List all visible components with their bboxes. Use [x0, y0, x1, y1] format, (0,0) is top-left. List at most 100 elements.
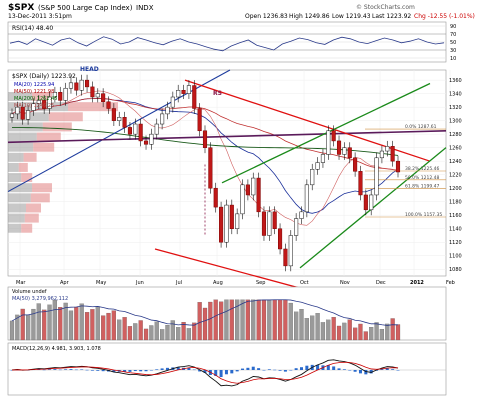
- volume-bar: [165, 324, 170, 341]
- volume-bar: [58, 307, 63, 341]
- volume-bar: [138, 320, 143, 341]
- price-tick-label: 1240: [449, 159, 462, 165]
- candle-body: [229, 204, 234, 229]
- candlesticks: [9, 74, 401, 272]
- candle-body: [315, 162, 320, 170]
- candle-body: [283, 248, 288, 267]
- candle-body: [79, 79, 84, 91]
- rsi-ticks: 90 70 50 30 10: [450, 24, 456, 62]
- volume-bar: [299, 309, 304, 341]
- volume-ma-label: MA(50) 3,279,962,112: [12, 296, 68, 302]
- candle-body: [390, 146, 395, 162]
- change-label: Chg -12.55 (-1.01%): [414, 13, 475, 20]
- vbp-bar-gray: [8, 213, 25, 223]
- volume-bar: [358, 323, 363, 341]
- macd-hist-bar: [133, 370, 137, 372]
- vbp-bar-gray: [8, 183, 32, 193]
- volume-bar: [176, 327, 181, 341]
- candle-body: [186, 85, 191, 94]
- candle-body: [122, 117, 127, 128]
- macd-hist-bar: [353, 370, 357, 372]
- volume-bar: [363, 331, 368, 341]
- candle-body: [165, 106, 170, 115]
- fib-label: 100.0% 1157.35: [405, 212, 442, 218]
- macd-hist-bar: [316, 364, 320, 370]
- volume-bar: [63, 302, 68, 341]
- macd-hist-bar: [380, 369, 384, 370]
- macd-hist-bar: [101, 370, 105, 372]
- volume-bar: [149, 325, 154, 341]
- up-channel-upper: [221, 82, 431, 184]
- price-tick-label: 1260: [449, 146, 462, 152]
- volume-bar: [84, 312, 90, 341]
- candle-body: [111, 108, 116, 121]
- candle-body: [267, 211, 272, 236]
- macd-hist-bar: [396, 370, 400, 371]
- candle-body: [95, 93, 100, 98]
- rsi-grid: [8, 25, 446, 59]
- macd-hist-bar: [391, 369, 395, 370]
- candle-body: [154, 123, 159, 135]
- price-tick-label: 1340: [449, 92, 462, 98]
- rsi-tick-label: 70: [450, 32, 456, 38]
- volume-bar: [101, 315, 106, 341]
- head-annotation: HEAD: [80, 66, 99, 73]
- vbp-bar-gray: [8, 142, 34, 152]
- rsi-label: RSI(14) 48.40: [12, 25, 53, 32]
- fib-label: 0.0% 1287.61: [405, 124, 437, 130]
- volume-bar: [283, 299, 288, 341]
- volume-bar: [310, 315, 315, 341]
- rsi-tick-label: 90: [450, 24, 456, 30]
- chart-header: $SPX (S&P 500 Large Cap Index) INDX © St…: [8, 3, 475, 20]
- volume-bar: [385, 323, 390, 341]
- candle-body: [20, 106, 25, 120]
- volume-bar: [353, 327, 358, 341]
- candle-body: [36, 100, 41, 105]
- price-tick-label: 1360: [449, 78, 462, 84]
- candle-body: [272, 211, 277, 229]
- macd-hist-bar: [278, 370, 282, 371]
- rsi-line: [9, 36, 445, 52]
- volume-bar: [240, 299, 245, 341]
- macd-hist-bar: [48, 369, 52, 370]
- price-frame: [7, 69, 447, 277]
- macd-hist-bar: [90, 370, 94, 371]
- volume-bar: [74, 306, 79, 341]
- vbp-bar-red: [21, 173, 33, 183]
- legend-ma20: MA(20) 1225.94: [14, 82, 54, 88]
- candle-body: [326, 130, 331, 155]
- macd-hist-bar: [69, 369, 73, 370]
- macd-hist-bar: [128, 370, 132, 372]
- candle-body: [63, 87, 68, 101]
- macd-hist-bar: [192, 369, 196, 371]
- watermark: © StockCharts.com: [356, 4, 415, 11]
- rsi-tick-label: 10: [450, 56, 456, 62]
- fib-label: 61.8% 1199.47: [405, 184, 439, 190]
- vbp-bar-red: [42, 122, 72, 132]
- macd-hist-bar: [155, 369, 159, 370]
- macd-hist-bar: [241, 368, 245, 370]
- volume-bar: [277, 299, 283, 341]
- volume-bars: [9, 299, 401, 341]
- candle-body: [288, 235, 293, 267]
- macd-hist-bar: [203, 370, 207, 373]
- month-label: Jul: [175, 280, 182, 286]
- price-title: $SPX (Daily) 1223.92: [12, 73, 76, 80]
- vbp-bar-gray: [8, 152, 24, 162]
- candle-body: [106, 101, 111, 109]
- price-tick-label: 1220: [449, 173, 462, 179]
- rsi-tick-label: 50: [450, 40, 456, 46]
- macd-hist-bar: [96, 370, 100, 371]
- month-label: Nov: [340, 280, 350, 286]
- candle-body: [342, 147, 347, 155]
- candle-body: [101, 93, 106, 102]
- volume-bar: [197, 302, 202, 341]
- macd-hist-bar: [251, 366, 255, 370]
- price-tick-label: 1320: [449, 105, 462, 111]
- candle-body: [15, 106, 20, 115]
- macd-hist-bar: [42, 369, 46, 371]
- macd-hist-bar: [305, 365, 309, 370]
- macd-hist-bar: [246, 367, 250, 370]
